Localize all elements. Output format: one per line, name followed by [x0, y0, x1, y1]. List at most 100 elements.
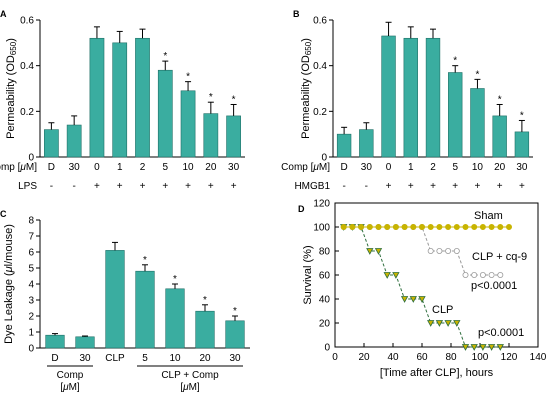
annotation-p-clp: p<0.0001 — [478, 327, 524, 339]
bar — [381, 35, 396, 158]
data-point — [497, 271, 504, 278]
significance-star: * — [186, 72, 190, 83]
significance-star: * — [173, 274, 177, 285]
bar — [359, 129, 374, 158]
data-point — [427, 247, 434, 254]
treatment-sign: + — [185, 181, 191, 192]
x-tick-label: 80 — [445, 352, 457, 363]
x-tick-label: 5 — [162, 162, 168, 173]
data-point — [374, 248, 383, 255]
panel-d: D 0 20 40 60 80 100 120 0 20 40 60 80 100 120 140 [Time … — [298, 199, 547, 380]
data-point — [384, 223, 391, 230]
data-point — [453, 247, 460, 254]
treatment-sign: + — [208, 181, 214, 192]
y-tick-label: 0.6 — [313, 16, 327, 27]
panel-letter: A — [0, 9, 7, 19]
x-tick-label: 30 — [79, 353, 91, 364]
y-tick-label: 4 — [28, 280, 34, 291]
data-point — [366, 248, 374, 255]
bar — [135, 270, 155, 349]
bar — [157, 69, 173, 158]
row-label-lps: LPS — [18, 181, 37, 192]
bar — [89, 37, 105, 158]
bar — [44, 129, 59, 158]
y-tick-label: 60 — [319, 271, 331, 282]
data-point — [505, 223, 512, 230]
y-tick-label: 0.2 — [20, 107, 34, 118]
bar — [203, 113, 219, 158]
group-label-comp: Comp — [57, 370, 84, 381]
x-tick-label: 10 — [472, 162, 484, 173]
treatment-sign: + — [162, 181, 168, 192]
x-tick-label: 20 — [205, 162, 217, 173]
x-tick-label: 140 — [530, 352, 547, 363]
y-tick-label: 7 — [28, 232, 34, 243]
x-tick-label: 20 — [494, 162, 506, 173]
data-point — [427, 223, 434, 230]
x-tick-label: CLP — [105, 353, 125, 364]
data-point — [487, 344, 496, 351]
data-point — [479, 223, 486, 230]
bar — [470, 88, 485, 158]
treatment-sign: + — [94, 181, 100, 192]
group-unit-clp-comp: [μM] — [180, 382, 200, 393]
x-tick-label: 0 — [386, 162, 392, 173]
panel-letter: C — [0, 209, 7, 219]
bar — [403, 37, 418, 158]
y-axis-title: Permeability (OD650) — [300, 38, 313, 139]
data-point — [392, 223, 399, 230]
significance-star: * — [233, 306, 237, 317]
treatment-sign: + — [408, 181, 414, 192]
data-point — [383, 272, 391, 279]
data-point — [435, 320, 444, 327]
x-tick-label: 20 — [358, 352, 370, 363]
data-point — [453, 223, 460, 230]
data-point — [462, 271, 469, 278]
data-point — [470, 344, 478, 351]
y-tick-label: 40 — [319, 295, 331, 306]
x-tick-label: 30 — [69, 162, 81, 173]
data-point — [444, 320, 452, 327]
treatment-sign: - — [342, 181, 345, 192]
data-point — [358, 223, 365, 230]
bar — [425, 37, 441, 158]
treatment-sign: + — [386, 181, 392, 192]
y-tick-label: 0 — [324, 343, 330, 354]
data-point — [471, 271, 478, 278]
data-point — [436, 223, 443, 230]
bar — [514, 131, 530, 158]
annotation-clp-cq9: CLP + cq-9 — [472, 251, 527, 263]
data-point — [445, 247, 452, 254]
x-tick-label: 10 — [169, 353, 181, 364]
treatment-sign: + — [430, 181, 436, 192]
x-tick-label: 30 — [516, 162, 528, 173]
treatment-sign: + — [519, 181, 525, 192]
significance-star: * — [498, 94, 502, 105]
y-tick-label: 0 — [28, 153, 34, 164]
x-tick-label: 5 — [142, 353, 148, 364]
data-point — [479, 344, 487, 351]
bar — [195, 310, 215, 349]
data-point — [418, 223, 425, 230]
y-tick-label: 0 — [28, 344, 34, 355]
data-point — [445, 223, 452, 230]
x-tick-label: 20 — [199, 353, 211, 364]
x-axis-title: [Time after CLP], hours — [380, 367, 494, 379]
bar — [105, 250, 125, 349]
y-tick-label: 3 — [28, 296, 34, 307]
x-tick-label: 2 — [430, 162, 436, 173]
bar — [492, 115, 507, 158]
data-point — [410, 223, 417, 230]
y-axis-title: Permeability (OD650) — [5, 38, 18, 139]
y-tick-label: 100 — [313, 223, 330, 234]
panel-c: C 0 1 2 3 4 5 6 7 8 Dye Leakage (μl/mouse) D 30 CLP * 5… — [0, 209, 250, 393]
significance-star: * — [232, 94, 236, 105]
y-tick-label: 8 — [28, 216, 34, 227]
y-tick-label: 120 — [313, 199, 330, 210]
significance-star: * — [163, 51, 167, 62]
x-tick-label: 0 — [332, 352, 338, 363]
group-unit-comp: [μM] — [60, 382, 80, 393]
bar — [45, 334, 65, 349]
